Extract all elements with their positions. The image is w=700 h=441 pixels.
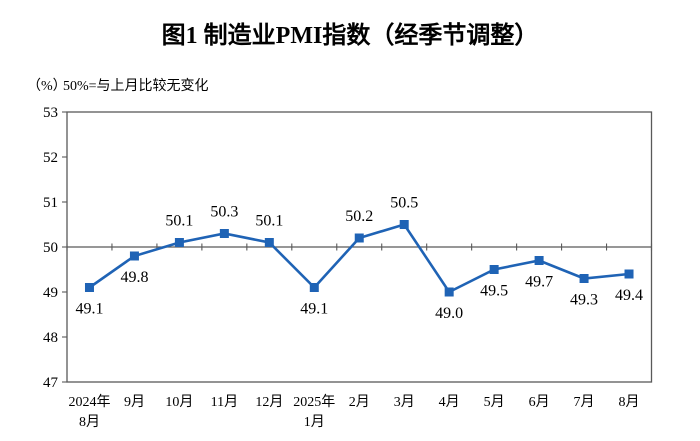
- data-point-label: 49.4: [615, 287, 643, 304]
- x-axis-tick-label: 8月: [619, 394, 640, 410]
- data-point-marker: [534, 256, 544, 265]
- data-point-marker: [444, 287, 454, 297]
- x-axis-tick-label: 12月: [255, 394, 283, 410]
- y-axis-tick-label: 47: [43, 375, 59, 391]
- data-point-label: 50.3: [210, 204, 238, 221]
- x-axis-tick-label: 8月: [79, 414, 100, 430]
- plot-area: 47 48 49 50 51 52 53 2024年 8月 9月 10月 11月 12月 2025年 1月 2…: [43, 105, 653, 430]
- x-axis-tick-label: 2025年: [293, 394, 335, 410]
- y-axis-tick-label: 50: [43, 240, 58, 256]
- data-point-label: 49.0: [435, 305, 463, 322]
- x-axis-tick-label: 4月: [439, 394, 460, 410]
- data-point-label: 49.1: [75, 301, 103, 318]
- data-point-label: 49.3: [570, 292, 598, 309]
- data-point-label: 50.1: [255, 213, 283, 230]
- y-axis-unit-label: （%）: [27, 78, 67, 94]
- data-point-marker: [219, 229, 229, 238]
- data-point-marker: [84, 283, 94, 292]
- data-point-label: 50.2: [345, 208, 373, 225]
- y-axis-tick-label: 53: [43, 105, 58, 121]
- x-axis-tick-label: 5月: [484, 394, 505, 410]
- x-axis-tick-label: 2024年: [68, 394, 110, 410]
- x-axis-tick-label: 10月: [165, 394, 193, 410]
- data-point-label: 50.1: [165, 213, 193, 230]
- data-point-label: 49.1: [300, 301, 328, 318]
- reference-note: 50%=与上月比较无变化: [63, 78, 209, 94]
- x-axis-tick-label: 9月: [124, 394, 145, 410]
- x-axis-tick-label: 11月: [211, 394, 238, 410]
- data-point-label: 49.8: [120, 269, 148, 286]
- data-point-label: 50.5: [390, 195, 418, 212]
- y-axis-tick-label: 49: [43, 285, 58, 301]
- data-point-marker: [309, 283, 319, 292]
- data-point-marker: [129, 251, 139, 261]
- y-axis-tick-label: 52: [43, 150, 58, 166]
- data-point-marker: [174, 238, 184, 247]
- data-point-label: 49.5: [480, 283, 508, 300]
- data-point-marker: [399, 220, 409, 229]
- x-axis-tick-label: 6月: [529, 394, 550, 410]
- x-axis-tick-label: 7月: [574, 394, 595, 410]
- data-point-marker: [579, 274, 589, 283]
- x-axis-tick-label: 3月: [394, 394, 415, 410]
- data-point-marker: [264, 238, 274, 247]
- data-point-marker: [624, 269, 634, 279]
- chart-title: 图1 制造业PMI指数（经季节调整）: [162, 21, 539, 49]
- x-axis-tick-label: 1月: [304, 414, 325, 430]
- x-axis-tick-label: 2月: [349, 394, 370, 410]
- y-axis-tick-label: 48: [43, 330, 58, 346]
- data-point-marker: [489, 265, 499, 274]
- data-point-label: 49.7: [525, 274, 553, 291]
- data-point-marker: [354, 233, 364, 243]
- y-axis-tick-label: 51: [43, 195, 58, 211]
